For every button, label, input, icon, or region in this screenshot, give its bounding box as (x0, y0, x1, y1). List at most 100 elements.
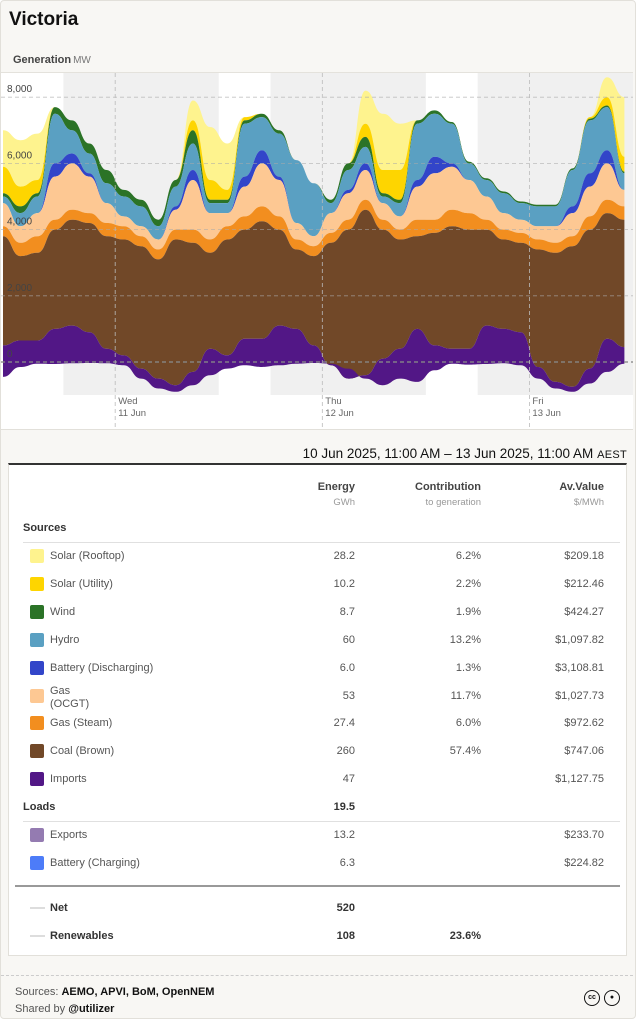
row-energy: 6.3 (339, 856, 355, 869)
row-name: Hydro (50, 633, 80, 646)
row-name: Battery (Discharging) (50, 661, 154, 674)
row-name: Solar (Rooftop) (50, 550, 125, 562)
area-gas-ocgt[interactable] (3, 163, 625, 250)
source-row[interactable]: Solar (Utility) 10.2 2.2% $212.46 (9, 575, 626, 595)
area-battery-discharging[interactable] (3, 150, 625, 240)
summary-divider (15, 885, 620, 887)
color-swatch[interactable] (30, 549, 44, 563)
area-gas-steam[interactable] (3, 199, 625, 260)
source-row[interactable]: Gas (OCGT) 53 11.7% $1,027.73 (9, 685, 626, 710)
area-wind[interactable] (3, 105, 625, 227)
row-value: $972.62 (564, 717, 604, 730)
row-name: Imports (50, 773, 87, 786)
color-swatch[interactable] (30, 660, 44, 675)
chart-unit: MW (73, 55, 91, 66)
color-swatch[interactable] (30, 604, 44, 619)
x-tick-day: Wed (118, 396, 137, 407)
source-row[interactable]: Gas (Steam) 27.4 6.0% $972.62 (9, 714, 626, 734)
row-value: $1,127.75 (555, 773, 604, 786)
row-contribution: 6.2% (455, 550, 481, 562)
area-hydro[interactable] (3, 107, 625, 240)
row-name: Gas (OCGT) (50, 684, 90, 710)
row-energy: 28.2 (333, 550, 355, 562)
summary-row[interactable]: Net 520 (9, 899, 626, 919)
color-swatch[interactable] (30, 688, 44, 703)
loads-divider (23, 821, 620, 822)
value-column-header[interactable]: Av.Value (559, 481, 604, 493)
energy-column-unit: GWh (333, 497, 355, 508)
x-tick-date: 12 Jun (325, 408, 354, 419)
row-name: Wind (50, 605, 76, 618)
source-row[interactable]: Battery (Discharging) 6.0 1.3% $3,108.81 (9, 659, 626, 679)
row-name: Solar (Utility) (50, 577, 113, 590)
x-tick-date: 11 Jun (118, 408, 146, 419)
shared-by-link[interactable]: @utilizer (68, 1003, 115, 1015)
row-energy: 13.2 (333, 829, 355, 841)
source-row[interactable]: Hydro 60 13.2% $1,097.82 (9, 631, 626, 651)
color-swatch[interactable] (30, 828, 44, 842)
row-value: $224.82 (564, 856, 604, 869)
row-energy: 8.7 (339, 605, 355, 618)
row-energy: 27.4 (333, 717, 355, 730)
source-row[interactable]: Wind 8.7 1.9% $424.27 (9, 603, 626, 623)
color-swatch[interactable] (30, 772, 44, 787)
page-title: Victoria (9, 9, 79, 30)
x-tick-date: 13 Jun (532, 408, 561, 419)
row-value: $1,097.82 (555, 633, 604, 646)
row-contribution: 11.7% (450, 689, 481, 702)
date-range-text: 10 Jun 2025, 11:00 AM – 13 Jun 2025, 11:… (302, 446, 594, 461)
y-tick-label: 6,000 (7, 150, 32, 161)
attribution-icon[interactable]: ● (604, 990, 620, 1006)
color-swatch[interactable] (30, 576, 44, 591)
row-contribution: 2.2% (455, 577, 481, 590)
energy-column-header[interactable]: Energy (317, 481, 355, 493)
contribution-column-header[interactable]: Contribution (415, 481, 481, 493)
color-swatch[interactable] (30, 632, 44, 647)
row-name: Renewables (50, 929, 114, 942)
row-contribution: 57.4% (449, 745, 481, 758)
source-row[interactable]: Coal (Brown) 260 57.4% $747.06 (9, 742, 626, 762)
load-row[interactable]: Battery (Charging) 6.3 $224.82 (9, 854, 626, 874)
load-row[interactable]: Exports 13.2 $233.70 (9, 826, 626, 846)
y-tick-label: 2,000 (7, 283, 32, 294)
summary-table: Energy GWh Contribution to generation Av… (8, 463, 627, 956)
loads-total: 19.5 (333, 801, 355, 813)
row-name: Coal (Brown) (50, 745, 115, 758)
row-name: Net (50, 902, 68, 914)
row-energy: 53 (342, 689, 355, 702)
area-coal-brown[interactable] (3, 209, 625, 387)
row-value: $209.18 (564, 550, 604, 562)
footer-sources: Sources: AEMO, APVI, BoM, OpenNEM (15, 986, 214, 998)
loads-section-label: Loads (23, 801, 56, 813)
row-name: Gas (Steam) (50, 717, 113, 730)
row-name: Exports (50, 829, 88, 841)
x-tick-day: Thu (325, 396, 341, 407)
row-contribution: 6.0% (455, 717, 481, 730)
color-swatch[interactable] (30, 744, 44, 759)
row-energy: 520 (336, 902, 355, 914)
area-imports[interactable] (3, 325, 625, 392)
sources-list[interactable]: AEMO, APVI, BoM, OpenNEM (61, 986, 215, 998)
date-range: 10 Jun 2025, 11:00 AM – 13 Jun 2025, 11:… (303, 446, 627, 461)
cc-license-icon[interactable]: cc (584, 990, 600, 1006)
generation-chart[interactable]: 0 2,000 4,000 6,000 8,000 Wed 11 Jun Thu 12 Jun F… (1, 73, 633, 430)
footer-shared: Shared by @utilizer (15, 1003, 114, 1015)
summary-row[interactable]: Renewables 108 23.6% (9, 927, 626, 947)
contribution-column-sub: to generation (425, 497, 481, 508)
sources-divider (23, 542, 620, 543)
footer-divider (1, 975, 633, 976)
color-swatch[interactable] (30, 716, 44, 731)
loads-total-row: 19.5 (9, 798, 626, 818)
y-tick-label: 4,000 (7, 217, 32, 228)
row-value: $1,027.73 (555, 689, 604, 702)
row-energy: 47 (342, 773, 355, 786)
timezone-label: AEST (597, 449, 627, 461)
source-row[interactable]: Solar (Rooftop) 28.2 6.2% $209.18 (9, 547, 626, 567)
source-row[interactable]: Imports 47 $1,127.75 (9, 770, 626, 790)
color-swatch[interactable] (30, 855, 44, 870)
row-name: Battery (Charging) (50, 856, 140, 869)
row-contribution: 13.2% (449, 633, 481, 646)
value-column-unit: $/MWh (573, 497, 604, 508)
row-value: $747.06 (564, 745, 604, 758)
